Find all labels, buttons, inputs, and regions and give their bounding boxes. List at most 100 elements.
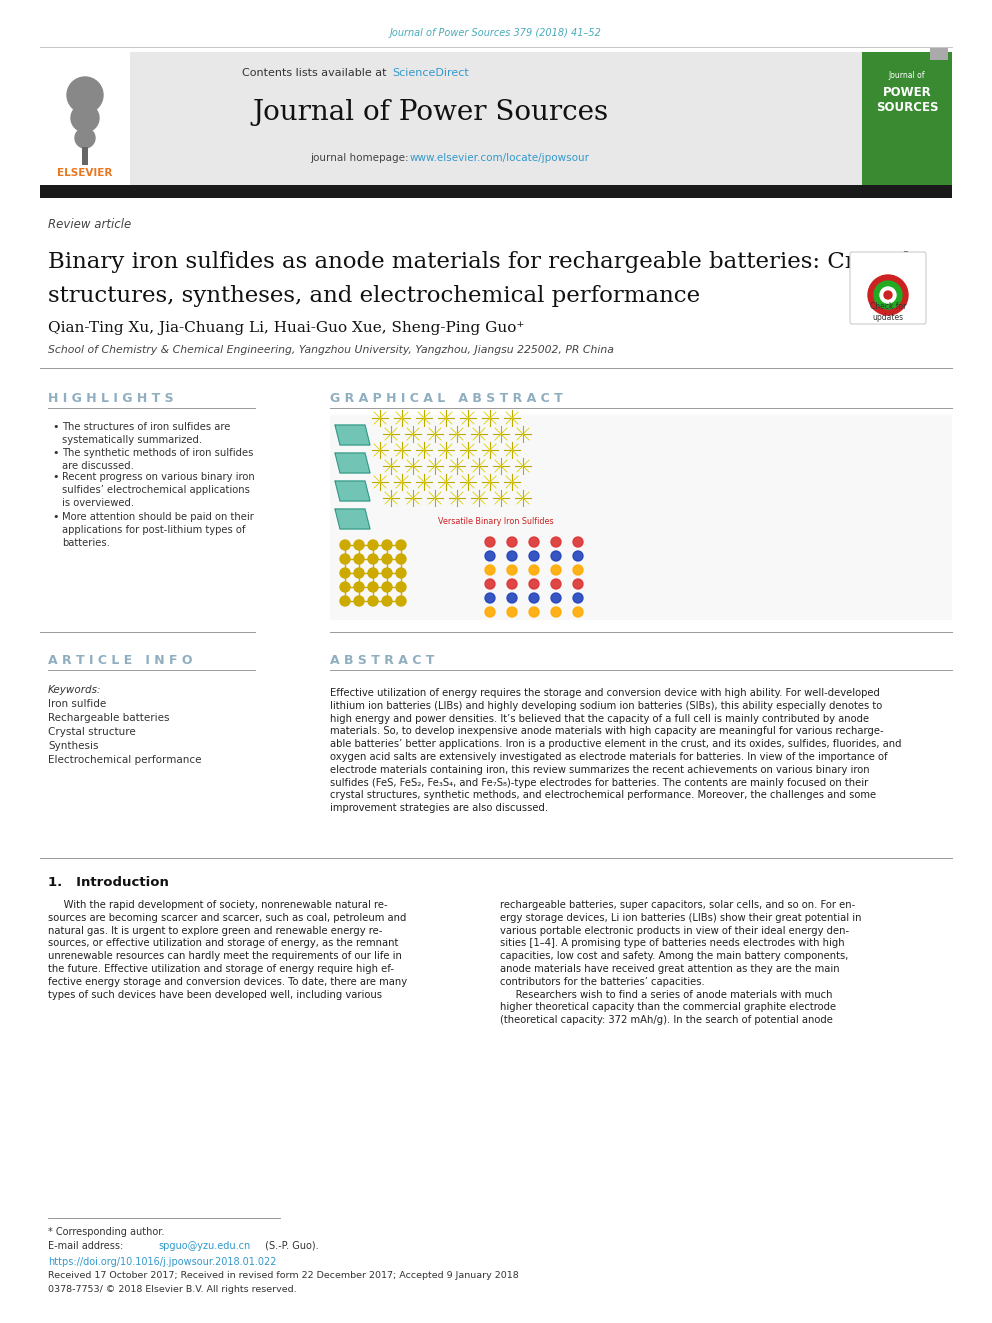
Text: Recent progress on various binary iron: Recent progress on various binary iron: [62, 472, 255, 482]
Text: journal homepage:: journal homepage:: [310, 153, 412, 163]
Circle shape: [507, 537, 517, 546]
Text: types of such devices have been developed well, including various: types of such devices have been develope…: [48, 990, 382, 1000]
Circle shape: [573, 593, 583, 603]
Text: https://doi.org/10.1016/j.jpowsour.2018.01.022: https://doi.org/10.1016/j.jpowsour.2018.…: [48, 1257, 277, 1267]
Bar: [130, 52, 862, 185]
Circle shape: [75, 128, 95, 148]
FancyBboxPatch shape: [850, 251, 926, 324]
Circle shape: [507, 593, 517, 603]
Circle shape: [382, 582, 392, 591]
Text: www.elsevier.com/locate/jpowsour: www.elsevier.com/locate/jpowsour: [410, 153, 590, 163]
Text: Review article: Review article: [48, 218, 131, 232]
Text: anode materials have received great attention as they are the main: anode materials have received great atte…: [500, 964, 839, 974]
Text: Journal of: Journal of: [889, 70, 926, 79]
Circle shape: [340, 540, 350, 550]
Text: The synthetic methods of iron sulfides: The synthetic methods of iron sulfides: [62, 448, 253, 458]
Text: lithium ion batteries (LIBs) and highly developing sodium ion batteries (SIBs), : lithium ion batteries (LIBs) and highly …: [330, 701, 882, 710]
Text: Journal of Power Sources: Journal of Power Sources: [252, 98, 608, 126]
Circle shape: [354, 568, 364, 578]
Circle shape: [551, 593, 561, 603]
Circle shape: [507, 607, 517, 617]
Circle shape: [507, 579, 517, 589]
Text: higher theoretical capacity than the commercial graphite electrode: higher theoretical capacity than the com…: [500, 1003, 836, 1012]
Circle shape: [67, 77, 103, 112]
Circle shape: [368, 540, 378, 550]
Text: are discussed.: are discussed.: [62, 460, 134, 471]
Text: •: •: [52, 472, 59, 482]
Text: contributors for the batteries’ capacities.: contributors for the batteries’ capaciti…: [500, 976, 704, 987]
Circle shape: [485, 550, 495, 561]
Text: materials. So, to develop inexpensive anode materials with high capacity are mea: materials. So, to develop inexpensive an…: [330, 726, 884, 737]
Circle shape: [340, 568, 350, 578]
Circle shape: [485, 537, 495, 546]
Circle shape: [340, 595, 350, 606]
Text: batteries.: batteries.: [62, 538, 110, 548]
Circle shape: [485, 579, 495, 589]
Polygon shape: [335, 482, 370, 501]
Text: Crystal structure: Crystal structure: [48, 728, 136, 737]
Circle shape: [485, 593, 495, 603]
Circle shape: [396, 595, 406, 606]
Circle shape: [551, 550, 561, 561]
Bar: [330, 415, 952, 620]
Text: With the rapid development of society, nonrenewable natural re-: With the rapid development of society, n…: [48, 900, 388, 910]
Polygon shape: [335, 509, 370, 529]
Text: Versatile Binary Iron Sulfides: Versatile Binary Iron Sulfides: [438, 517, 554, 527]
Text: high energy and power densities. It’s believed that the capacity of a full cell : high energy and power densities. It’s be…: [330, 713, 869, 724]
Text: •: •: [52, 422, 59, 433]
Circle shape: [529, 537, 539, 546]
Text: * Corresponding author.: * Corresponding author.: [48, 1226, 165, 1237]
Circle shape: [573, 607, 583, 617]
Circle shape: [485, 565, 495, 576]
Text: E-mail address:: E-mail address:: [48, 1241, 126, 1252]
Circle shape: [880, 287, 896, 303]
Circle shape: [354, 554, 364, 564]
Bar: [82, 147, 88, 165]
Text: unrenewable resources can hardly meet the requirements of our life in: unrenewable resources can hardly meet th…: [48, 951, 402, 962]
Circle shape: [382, 568, 392, 578]
Circle shape: [485, 607, 495, 617]
Circle shape: [551, 565, 561, 576]
Text: able batteries’ better applications. Iron is a productive element in the crust, : able batteries’ better applications. Iro…: [330, 740, 902, 749]
Circle shape: [354, 595, 364, 606]
Text: rechargeable batteries, super capacitors, solar cells, and so on. For en-: rechargeable batteries, super capacitors…: [500, 900, 855, 910]
Circle shape: [868, 275, 908, 315]
Circle shape: [529, 607, 539, 617]
Circle shape: [396, 568, 406, 578]
Circle shape: [396, 540, 406, 550]
Text: Synthesis: Synthesis: [48, 741, 98, 751]
Circle shape: [368, 582, 378, 591]
Circle shape: [396, 554, 406, 564]
Text: oxygen acid salts are extensively investigated as electrode materials for batter: oxygen acid salts are extensively invest…: [330, 751, 888, 762]
Text: natural gas. It is urgent to explore green and renewable energy re-: natural gas. It is urgent to explore gre…: [48, 926, 382, 935]
Text: applications for post-lithium types of: applications for post-lithium types of: [62, 525, 245, 534]
Text: sulfides’ electrochemical applications: sulfides’ electrochemical applications: [62, 486, 250, 495]
Circle shape: [573, 579, 583, 589]
Circle shape: [368, 554, 378, 564]
Circle shape: [529, 550, 539, 561]
Text: Received 17 October 2017; Received in revised form 22 December 2017; Accepted 9 : Received 17 October 2017; Received in re…: [48, 1271, 519, 1281]
Text: POWER
SOURCES: POWER SOURCES: [876, 86, 938, 114]
Circle shape: [874, 280, 902, 310]
Text: 1.   Introduction: 1. Introduction: [48, 876, 169, 889]
Text: capacities, low cost and safety. Among the main battery components,: capacities, low cost and safety. Among t…: [500, 951, 848, 962]
Bar: [862, 52, 952, 185]
Text: systematically summarized.: systematically summarized.: [62, 435, 202, 445]
Circle shape: [354, 540, 364, 550]
Polygon shape: [335, 425, 370, 445]
Text: G R A P H I C A L   A B S T R A C T: G R A P H I C A L A B S T R A C T: [330, 392, 562, 405]
Text: Electrochemical performance: Electrochemical performance: [48, 755, 201, 765]
Circle shape: [382, 595, 392, 606]
Circle shape: [573, 537, 583, 546]
Text: electrode materials containing iron, this review summarizes the recent achieveme: electrode materials containing iron, thi…: [330, 765, 870, 775]
Polygon shape: [335, 452, 370, 474]
Text: Binary iron sulfides as anode materials for rechargeable batteries: Crystal: Binary iron sulfides as anode materials …: [48, 251, 911, 273]
Text: •: •: [52, 512, 59, 523]
Circle shape: [382, 540, 392, 550]
Circle shape: [340, 554, 350, 564]
Circle shape: [396, 582, 406, 591]
Text: Researchers wish to find a series of anode materials with much: Researchers wish to find a series of ano…: [500, 990, 832, 1000]
Text: Keywords:: Keywords:: [48, 685, 101, 695]
Circle shape: [573, 550, 583, 561]
Text: sources, or effective utilization and storage of energy, as the remnant: sources, or effective utilization and st…: [48, 938, 399, 949]
